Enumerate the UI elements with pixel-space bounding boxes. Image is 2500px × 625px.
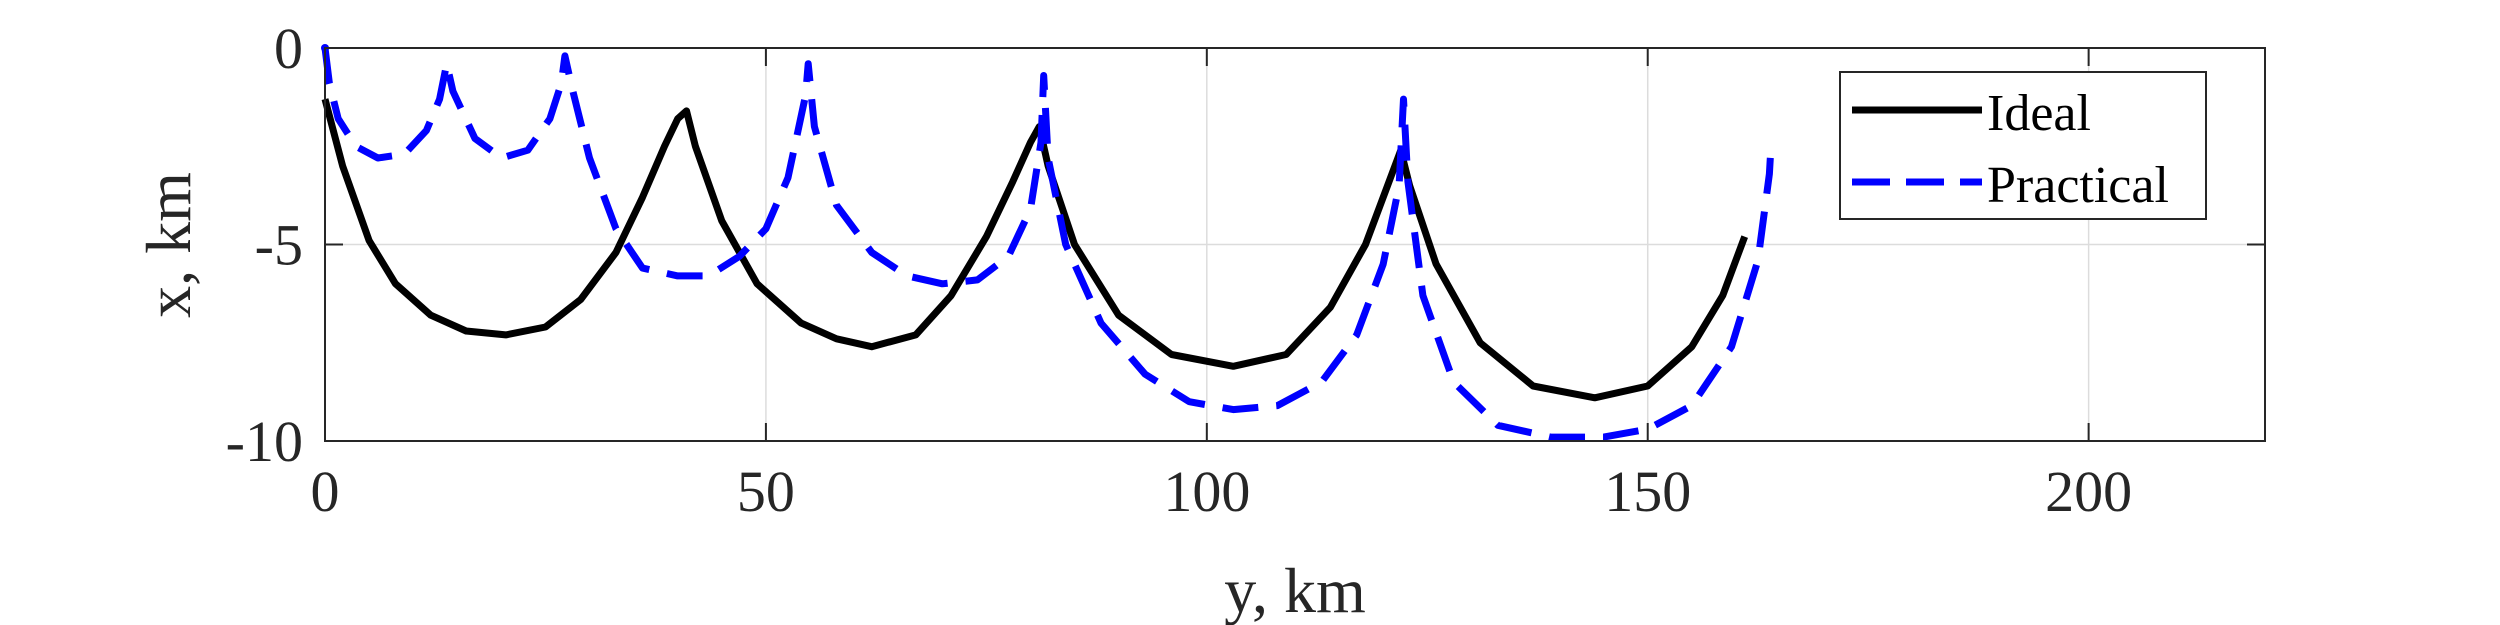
y-tick-label: -5 xyxy=(255,213,303,278)
legend-label-practical: Practical xyxy=(1987,157,2169,214)
x-tick-label: 200 xyxy=(2045,459,2132,524)
series-line-ideal xyxy=(321,98,1748,402)
x-tick-label: 50 xyxy=(737,459,795,524)
x-tick-label: 150 xyxy=(1604,459,1691,524)
legend: Ideal Practical xyxy=(1839,71,2207,220)
x-tick-label: 0 xyxy=(311,459,340,524)
y-tick-label: 0 xyxy=(274,16,303,81)
legend-label-ideal: Ideal xyxy=(1987,85,2091,142)
y-tick-label: -10 xyxy=(226,409,303,474)
y-axis-label: x, km xyxy=(133,172,204,318)
series-line-practical xyxy=(321,47,1775,441)
axis-ticks: 0 50 100 150 200 0 -5 -10 xyxy=(226,16,2265,524)
x-tick-label: 100 xyxy=(1163,459,1250,524)
x-axis-label: y, km xyxy=(1224,555,1366,625)
legend-box xyxy=(1839,71,2207,220)
